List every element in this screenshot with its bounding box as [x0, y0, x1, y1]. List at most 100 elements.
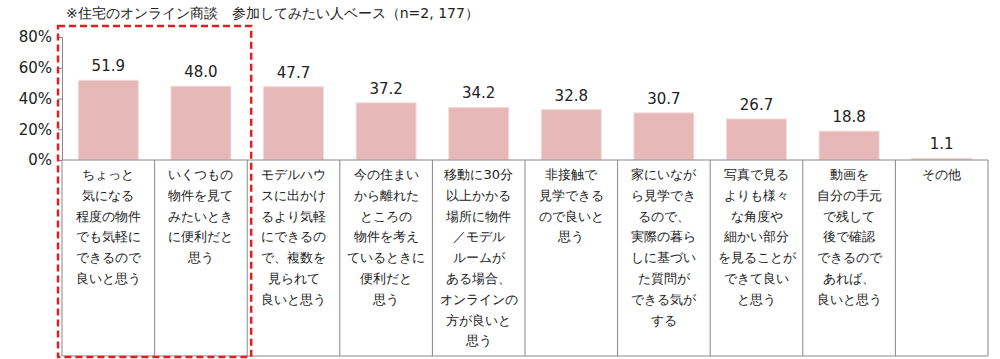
- label-line: オンラインの: [440, 292, 518, 307]
- label-line: みたいとき: [168, 209, 233, 224]
- label-line: 気になる: [82, 188, 134, 203]
- x-tick-label: 写真で見るよりも様々な角度や細かい部分を見ることができて良いと思う: [718, 167, 797, 307]
- cell-border: [710, 160, 711, 356]
- label-line: ルームが: [453, 250, 506, 265]
- cell-border: [617, 160, 618, 356]
- label-line: 場所に物件: [445, 209, 511, 224]
- data-label: 34.2: [462, 84, 495, 102]
- label-line: 今の住まい: [354, 167, 419, 182]
- data-label: 30.7: [647, 90, 680, 108]
- x-tick-label: ちょっと気になる程度の物件でも気軽にできるので良いと思う: [76, 167, 142, 286]
- bar: [541, 110, 601, 160]
- label-line: 細かい部分: [723, 229, 789, 244]
- y-tick: 40%: [19, 90, 62, 108]
- title: ※住宅のオンライン商談 参加してみたい人ベース（n=2, 177）: [66, 5, 479, 21]
- label-line: 家にいなが: [631, 167, 697, 182]
- bar: [449, 107, 509, 160]
- label-line: で残して: [823, 209, 875, 224]
- label-line: から離れた: [354, 188, 419, 203]
- label-line: ところの: [360, 209, 412, 224]
- label-line: に便利だと: [168, 229, 233, 244]
- y-axis: 0% 20% 40% 60% 80%: [19, 28, 63, 169]
- label-line: と思う: [737, 292, 776, 307]
- label-line: な角度や: [731, 209, 783, 224]
- label-line: るより気軽: [261, 209, 326, 224]
- label-line: よりも様々: [724, 188, 789, 203]
- label-line: 思う: [465, 333, 492, 348]
- bars: [78, 80, 971, 160]
- x-tick-label: いくつもの物件を見てみたいときに便利だと思う: [168, 167, 233, 265]
- label-line: 便利だと: [360, 271, 412, 286]
- category-table: ちょっと気になる程度の物件でも気軽にできるので良いと思ういくつもの物件を見てみた…: [62, 160, 988, 356]
- label-line: 良いと思う: [261, 292, 326, 307]
- label-line: 物件を考え: [354, 229, 419, 244]
- x-tick-label: 移動に30分以上かかる場所に物件 ／モデルルームがある場合、オンラインの方が良いと…: [440, 167, 518, 348]
- highlight-box: [58, 26, 251, 357]
- data-label: 47.7: [277, 64, 310, 82]
- label-line: 見られて: [268, 271, 320, 286]
- label-line: できるので: [76, 250, 142, 265]
- x-tick-label: 動画を自分の手元で残して後で確認できるのであれば、良いと思う: [817, 167, 883, 307]
- data-label: 37.2: [369, 80, 402, 98]
- data-labels: 51.9 48.0 47.7 37.2 34.2 32.8 30.7 26.7 18.8 1.1: [92, 57, 954, 153]
- label-line: 以上かかる: [446, 188, 511, 203]
- y-tick: 20%: [19, 121, 62, 139]
- data-label: 18.8: [832, 108, 865, 126]
- label-line: 動画を: [830, 167, 869, 182]
- label-line: にできるの: [261, 229, 326, 244]
- label-line: で、複数を: [261, 250, 326, 265]
- data-label: 26.7: [740, 96, 773, 114]
- label-line: できて良い: [724, 271, 789, 286]
- label-line: 移動に30分: [444, 167, 513, 182]
- label-line: あれば、: [823, 271, 875, 286]
- label-line: モデルハウ: [261, 167, 326, 182]
- y-tick-label: 80%: [19, 28, 52, 46]
- label-line: 良いと思う: [817, 292, 882, 307]
- x-tick-label: モデルハウスに出かけるより気軽にできるので、複数を見られて良いと思う: [261, 167, 326, 307]
- label-line: できる気が: [631, 292, 697, 307]
- cell-border: [62, 160, 63, 356]
- y-tick-mark: [58, 99, 62, 100]
- label-line: 後で確認: [823, 229, 875, 244]
- y-tick-label: 40%: [19, 90, 52, 108]
- label-line: 自分の手元: [817, 188, 882, 203]
- label-line: ているときに: [347, 250, 425, 265]
- label-line: ／モデル: [453, 229, 505, 244]
- y-tick-label: 60%: [19, 59, 52, 77]
- x-tick-label: 今の住まいから離れたところの物件を考えているときに便利だと思う: [347, 167, 425, 307]
- x-tick-label: その他: [922, 167, 961, 182]
- label-line: できるので: [817, 250, 883, 265]
- label-line: 見学できる: [539, 188, 604, 203]
- label-line: た質問が: [638, 271, 691, 286]
- label-line: その他: [922, 167, 961, 182]
- y-tick: 60%: [19, 59, 62, 77]
- label-line: 程度の物件: [76, 209, 141, 224]
- label-line: るので、: [638, 209, 690, 224]
- chart: ※住宅のオンライン商談 参加してみたい人ベース（n=2, 177） 0% 20% 40…: [0, 0, 1000, 359]
- data-label: 51.9: [92, 57, 125, 75]
- y-tick: 80%: [19, 28, 62, 46]
- data-label: 1.1: [930, 135, 954, 153]
- label-line: 非接触で: [545, 167, 598, 182]
- y-tick-mark: [58, 129, 62, 130]
- cell-border: [895, 160, 896, 356]
- bar: [78, 80, 138, 160]
- label-line: ある場合、: [446, 271, 511, 286]
- data-label: 48.0: [184, 63, 217, 81]
- bar: [819, 131, 879, 160]
- label-line: 思う: [372, 292, 399, 307]
- y-tick-label: 0%: [28, 151, 52, 169]
- x-tick-label: 非接触で見学できるので良いと思う: [539, 167, 604, 244]
- bar: [356, 103, 416, 160]
- label-line: ら見学でき: [631, 188, 696, 203]
- label-line: 思う: [557, 229, 584, 244]
- label-line: する: [651, 313, 677, 328]
- bar: [727, 119, 787, 160]
- label-line: 方が良いと: [446, 313, 511, 328]
- cell-border: [339, 160, 340, 356]
- label-line: 物件を見て: [168, 188, 233, 203]
- data-label: 32.8: [555, 87, 588, 105]
- cell-border: [154, 160, 155, 356]
- label-line: しに基づい: [631, 250, 696, 265]
- cell-border: [802, 160, 803, 356]
